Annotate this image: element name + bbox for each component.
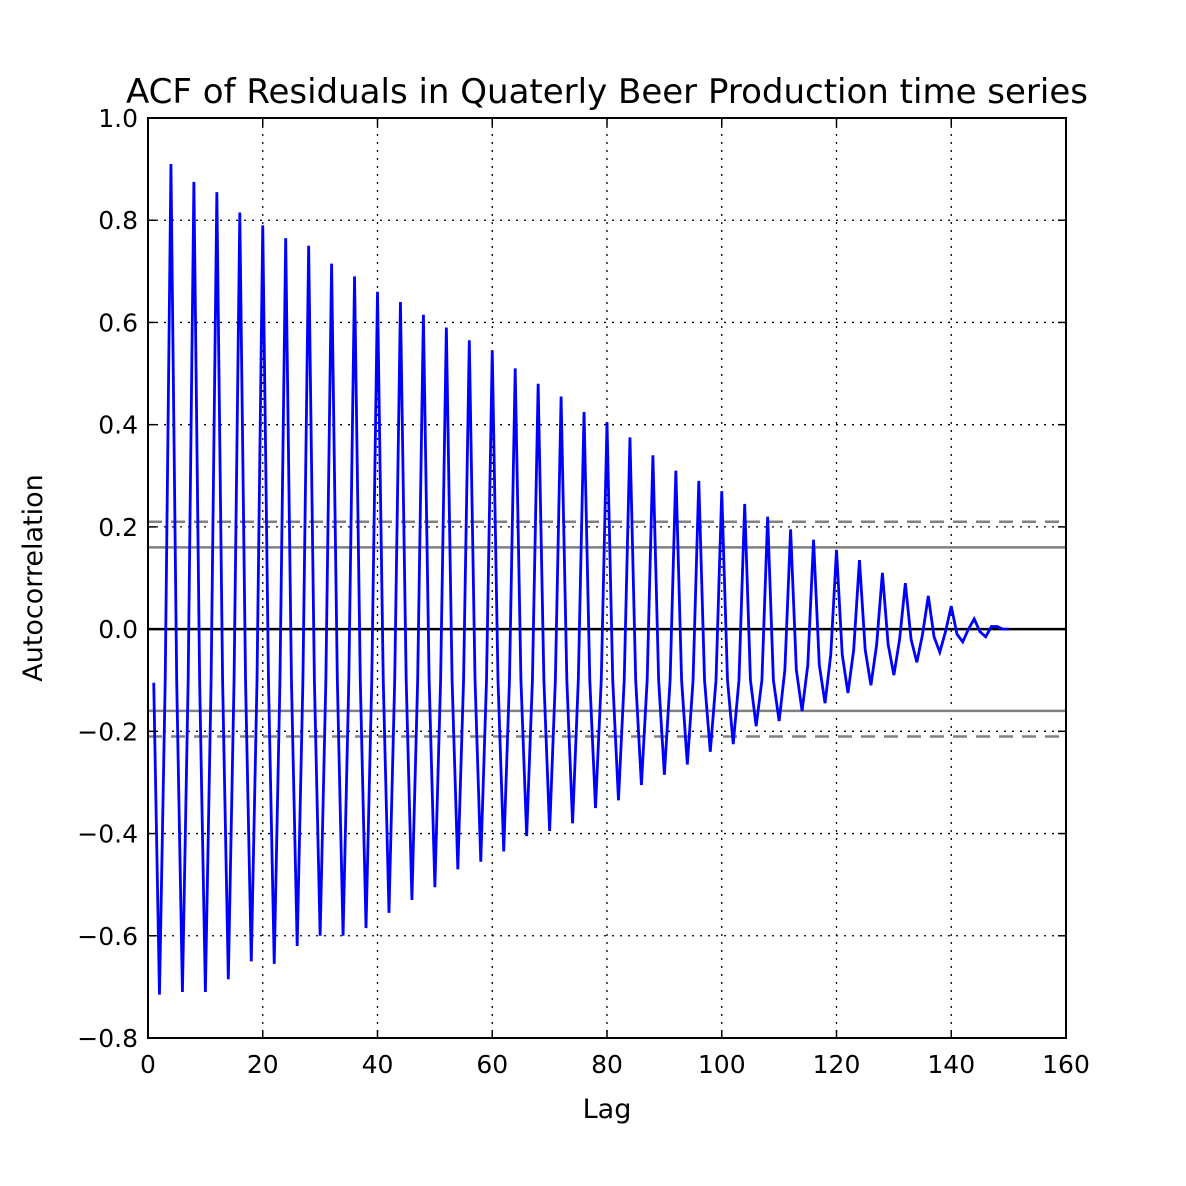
y-tick-label: 0.2 [98, 513, 138, 542]
y-tick-label: −0.6 [77, 922, 138, 951]
y-tick-label: 0.6 [98, 308, 138, 337]
y-tick-label: 0.0 [98, 615, 138, 644]
y-tick-label: 1.0 [98, 104, 138, 133]
x-tick-label: 80 [591, 1050, 623, 1079]
x-tick-label: 40 [362, 1050, 394, 1079]
x-tick-label: 0 [140, 1050, 156, 1079]
x-tick-label: 20 [247, 1050, 279, 1079]
plot-frame [147, 117, 1067, 1039]
x-tick-label: 120 [813, 1050, 861, 1079]
x-tick-label: 140 [927, 1050, 975, 1079]
x-tick-label: 160 [1042, 1050, 1090, 1079]
series-layer [152, 163, 1009, 995]
y-tick-label: −0.4 [77, 820, 138, 849]
x-tick-label: 100 [698, 1050, 746, 1079]
y-tick-label: 0.8 [98, 206, 138, 235]
y-tick-label: 0.4 [98, 411, 138, 440]
x-tick-label: 60 [476, 1050, 508, 1079]
series-line [152, 163, 1009, 995]
x-axis-label: Lag [583, 1094, 632, 1125]
ticks: 0 20 40 60 80 100 120 140 160 −0.8 −0.6 −0.4 −0.2 0.0… [77, 104, 1090, 1079]
y-axis-label: Autocorrelation [18, 474, 49, 682]
y-tick-label: −0.8 [77, 1024, 138, 1053]
y-tick-label: −0.2 [77, 717, 138, 746]
chart-title: ACF of Residuals in Quaterly Beer Produc… [126, 72, 1088, 112]
